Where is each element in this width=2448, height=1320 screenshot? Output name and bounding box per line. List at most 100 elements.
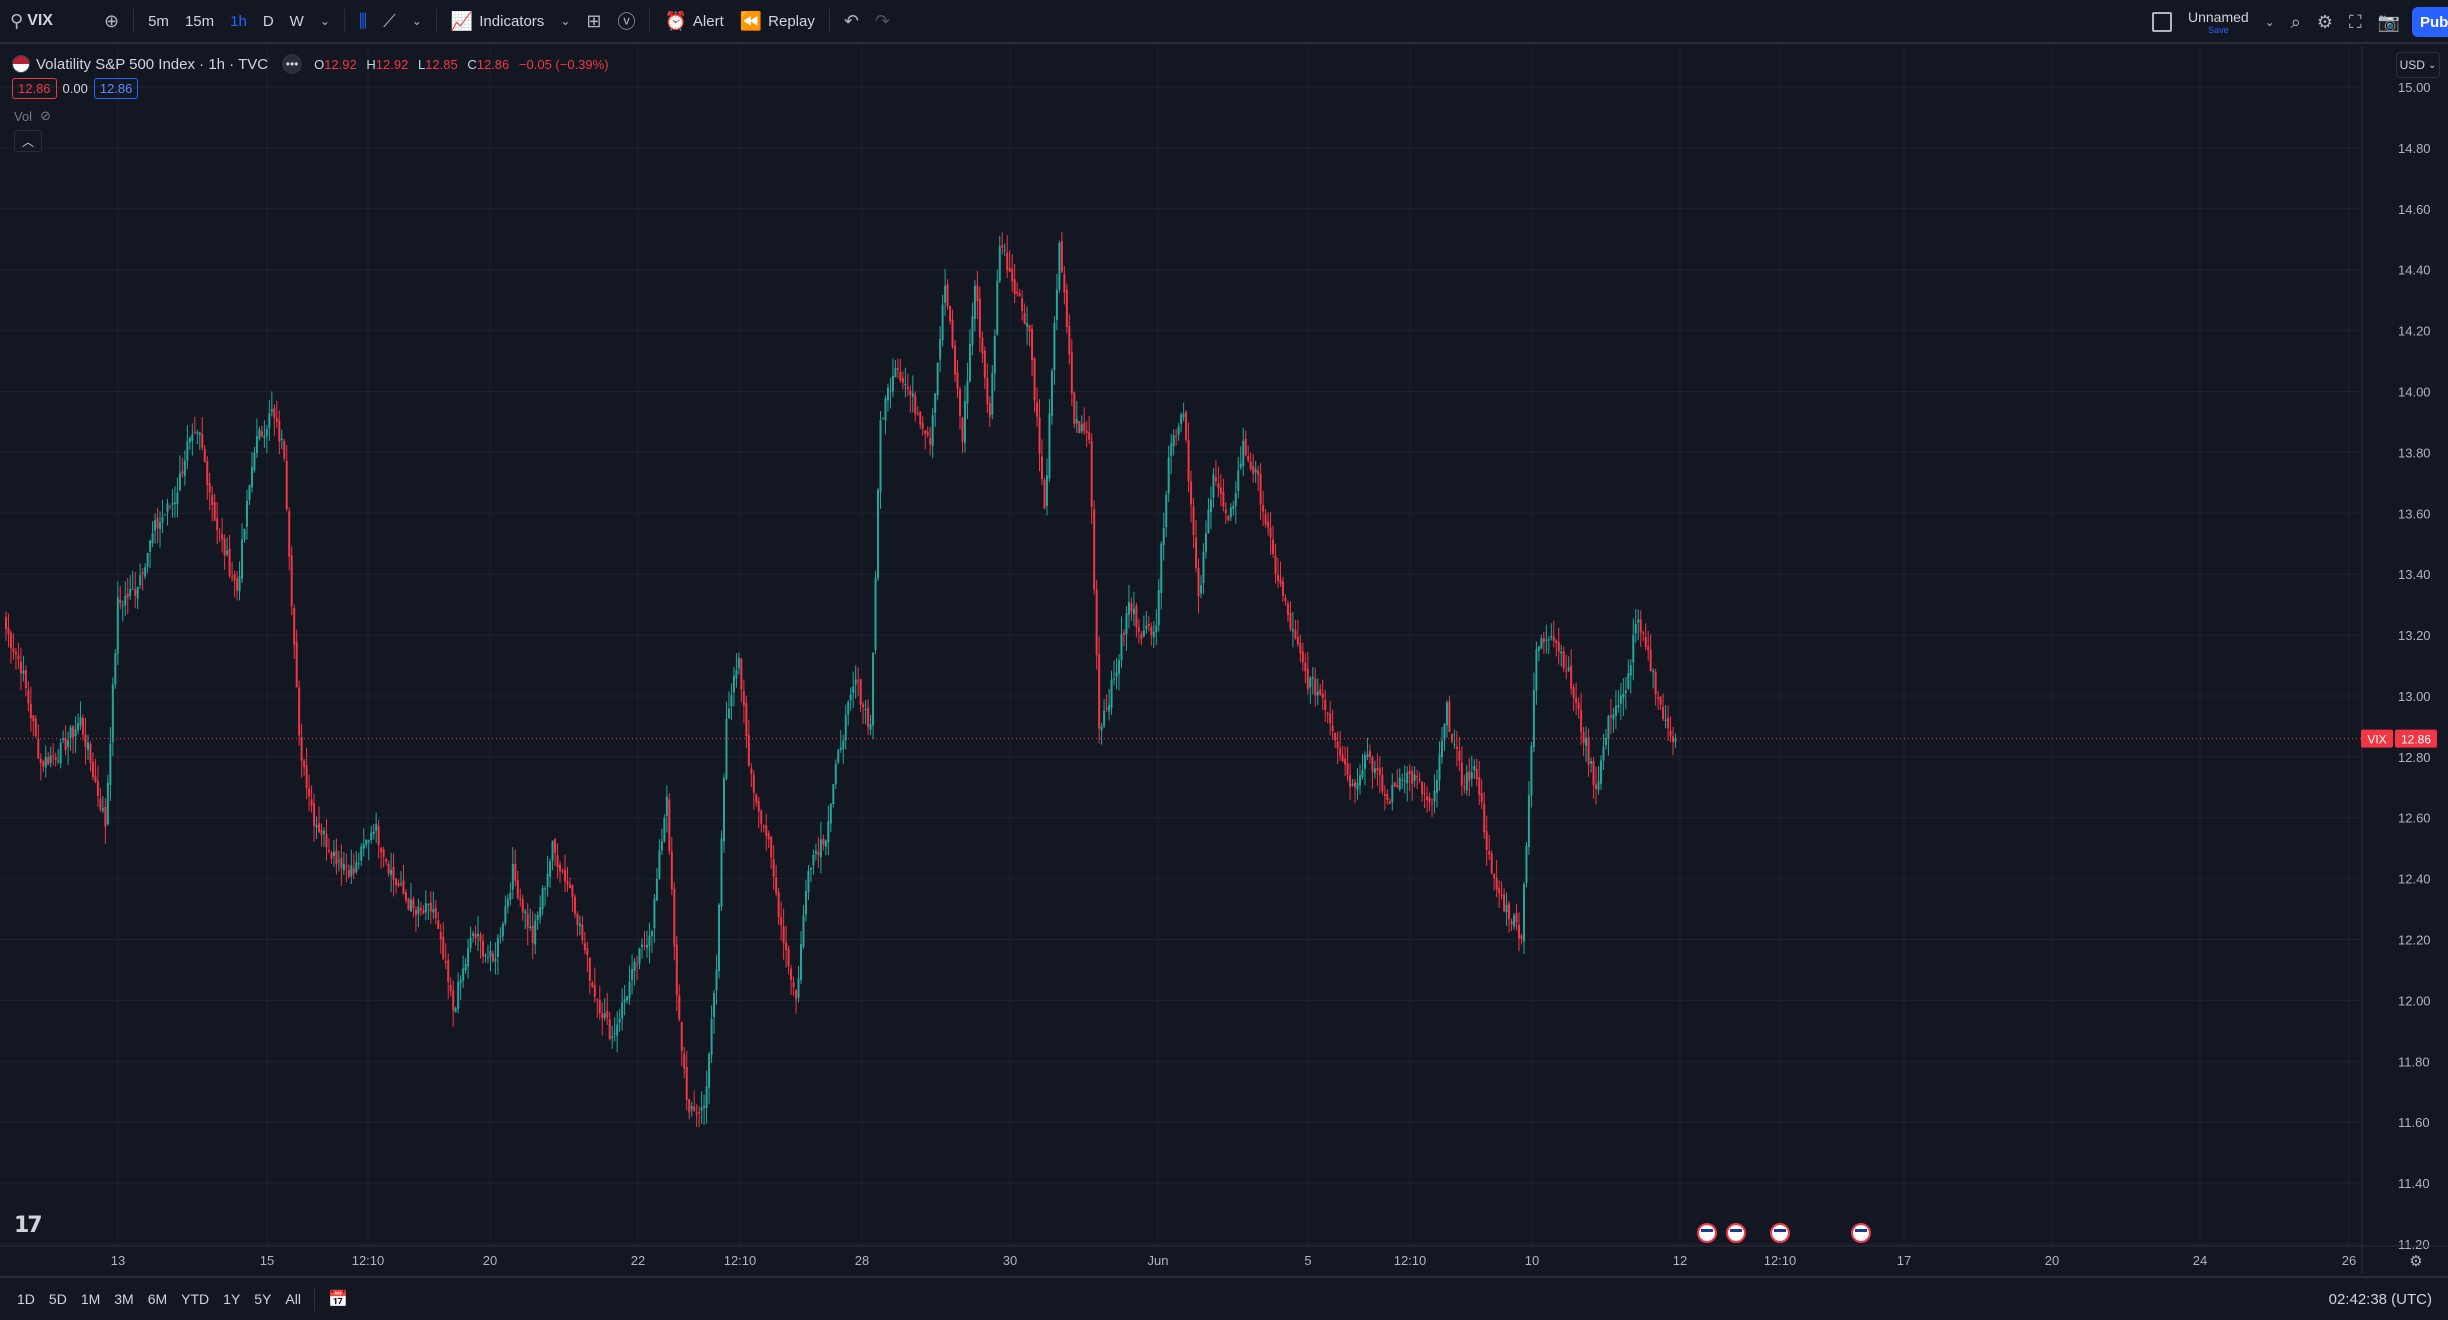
candle-body (1093, 509, 1096, 590)
symbol-search-button[interactable]: ⚲ VIX (0, 0, 96, 43)
candle-body (1346, 763, 1349, 775)
candle-body (303, 760, 306, 768)
range-6m[interactable]: 6M (147, 1291, 168, 1307)
volume-indicator[interactable]: Vol ⊘ (14, 108, 51, 124)
candle-body (844, 715, 847, 741)
interval-w[interactable]: W (289, 12, 304, 30)
candle-body (1555, 640, 1558, 644)
candle-body (1254, 469, 1257, 473)
candle-body (954, 345, 957, 375)
layout-dropdown[interactable]: ⌄ (2257, 0, 2283, 44)
compare-symbol-button[interactable]: ⊕ (96, 0, 127, 43)
range-ytd[interactable]: YTD (181, 1291, 210, 1307)
candle-body (1090, 441, 1093, 508)
candle-body (1349, 774, 1352, 787)
layout-name-button[interactable]: Unnamed Save (2180, 0, 2257, 44)
range-1d[interactable]: 1D (17, 1291, 35, 1307)
candle-body (1595, 784, 1598, 789)
candle-body (1311, 676, 1314, 679)
candle-body (479, 934, 482, 941)
candle-body (750, 768, 753, 775)
candle-body (596, 999, 599, 1001)
candle-body (14, 651, 17, 655)
candle-body (891, 375, 894, 392)
price-chart[interactable]: 15.00 14.80 14.60 14.40 14.20 14.00 13.80 13.60… (0, 46, 2448, 1274)
chart-type-line-button[interactable]: ⟋ (375, 0, 404, 43)
eye-hidden-icon[interactable]: ⊘ (40, 108, 51, 123)
ask-price[interactable]: 12.86 (93, 78, 139, 99)
undo-button[interactable]: ↶ (836, 0, 867, 43)
candle-body (412, 899, 415, 909)
settings-button[interactable]: ⚙ (2309, 0, 2341, 44)
candle-body (19, 661, 22, 674)
candle-body (472, 933, 475, 936)
collapse-legend-button[interactable]: ︿ (14, 130, 42, 152)
price-tick-label: 12.80 (2398, 750, 2431, 765)
interval-15m[interactable]: 15m (184, 12, 215, 30)
candle-body (1249, 461, 1252, 470)
currency-select[interactable]: USD ⌄ (2396, 52, 2440, 78)
tradingview-logo[interactable]: 𝟭𝟳 (14, 1212, 43, 1237)
symbol-title[interactable]: Volatility S&P 500 Index · 1h · TVC (36, 55, 269, 73)
candle-body (295, 641, 298, 688)
candle-body (819, 839, 822, 858)
chart-type-candles-button[interactable]: ⫼ (351, 0, 375, 43)
interval-d[interactable]: D (262, 12, 274, 30)
replay-label: Replay (768, 12, 815, 30)
candle-body (1351, 783, 1354, 786)
ohlc-close-key: C (467, 56, 477, 72)
candle-body (1639, 619, 1642, 633)
range-all[interactable]: All (285, 1291, 301, 1307)
bid-price[interactable]: 12.86 (12, 78, 57, 99)
chart-grid (0, 46, 2360, 1246)
candle-body (164, 514, 167, 516)
snapshot-button[interactable]: 📷 (2370, 0, 2408, 44)
candle-body (725, 718, 728, 779)
range-1y[interactable]: 1Y (223, 1291, 241, 1307)
candle-body (554, 839, 557, 853)
chart-type-dropdown[interactable]: ⌄ (404, 0, 430, 43)
fullscreen-button[interactable]: ⛶ (2341, 0, 2370, 44)
templates-button[interactable]: ⓥ (609, 0, 643, 43)
candle-body (1170, 443, 1173, 457)
alert-button[interactable]: ⏰ Alert (656, 0, 731, 43)
candle-body (665, 796, 668, 816)
chevron-down-icon: ⌄ (319, 14, 330, 28)
candle-body (1033, 358, 1036, 401)
candle-body (323, 830, 326, 834)
candle-body (357, 863, 360, 865)
layout-select-checkbox[interactable] (2144, 0, 2180, 44)
range-5y[interactable]: 5Y (254, 1291, 272, 1307)
range-5d[interactable]: 5D (48, 1291, 67, 1307)
range-1m[interactable]: 1M (80, 1291, 101, 1307)
utc-clock[interactable]: 02:42:38 (UTC) (2328, 1290, 2432, 1308)
interval-dropdown[interactable]: ⌄ (312, 0, 338, 43)
publish-button[interactable]: Pub (2412, 7, 2448, 37)
candle-body (1339, 747, 1342, 756)
goto-date-button[interactable]: 📅 (321, 1289, 355, 1309)
symbol-tag-box (2361, 729, 2393, 748)
candle-body (886, 387, 889, 401)
quick-search-button[interactable]: ⌕ (2283, 0, 2309, 44)
interval-5m[interactable]: 5m (148, 12, 169, 30)
price-tick-label: 12.00 (2398, 993, 2431, 1008)
indicators-button[interactable]: 📈 Indicators (443, 0, 552, 43)
candle-body (526, 913, 529, 928)
candle-body (1624, 690, 1627, 693)
candle-body (1580, 709, 1583, 732)
candle-body (1366, 753, 1369, 758)
candle-body (77, 723, 80, 731)
replay-button[interactable]: ⏪ Replay (732, 0, 823, 43)
alert-label: Alert (692, 12, 724, 30)
range-3m[interactable]: 3M (114, 1291, 134, 1307)
candle-body (131, 588, 134, 590)
indicators-dropdown[interactable]: ⌄ (552, 0, 578, 43)
interval-1h[interactable]: 1h (230, 12, 247, 30)
candle-body (1540, 638, 1543, 649)
fullscreen-icon: ⛶ (2348, 11, 2362, 32)
layouts-button[interactable]: ⊞ (578, 0, 609, 43)
more-options-icon[interactable]: ••• (282, 54, 303, 74)
redo-button[interactable]: ↷ (867, 0, 898, 43)
axis-settings-icon: ⚙ (2409, 1253, 2422, 1270)
candle-body (154, 520, 157, 531)
